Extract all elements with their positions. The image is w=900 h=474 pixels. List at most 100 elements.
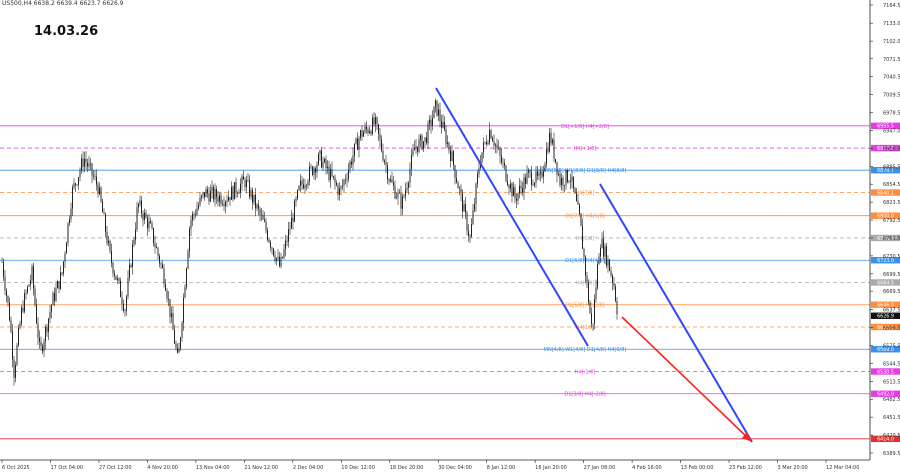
candle-body <box>238 192 240 194</box>
candle-body <box>490 130 492 139</box>
candle-body <box>376 117 378 125</box>
candle-body <box>543 171 544 177</box>
candle-body <box>112 262 114 274</box>
candle-body <box>54 293 55 301</box>
x-tick-label: 6 Oct 2025 <box>2 465 30 471</box>
candle-body <box>382 150 384 161</box>
candle-body <box>418 139 420 152</box>
candle-body <box>145 212 147 218</box>
y-tick-label: 6947.0 <box>883 129 900 135</box>
candle-body <box>285 240 286 250</box>
level-price-tag <box>871 301 900 308</box>
candle-body <box>486 142 487 145</box>
candle-body <box>199 197 201 206</box>
candle-body <box>265 221 267 231</box>
level-price-tag-text: 6917.0 <box>877 146 894 152</box>
candle-body <box>597 264 598 288</box>
candle-body <box>388 179 390 182</box>
candle-body <box>15 364 16 378</box>
candle-body <box>219 195 220 202</box>
candle-body <box>246 180 247 188</box>
level-label: H4[7/8] <box>576 191 595 197</box>
candle-body <box>547 149 549 152</box>
candle-body <box>118 278 120 281</box>
candle-body <box>552 139 553 144</box>
candle-body <box>93 175 94 177</box>
candle-body <box>307 181 309 186</box>
candle-body <box>192 213 193 221</box>
candle-body <box>4 276 6 291</box>
candle-body <box>370 131 372 134</box>
candle-body <box>601 238 603 248</box>
candle-body <box>333 175 334 178</box>
candle-body <box>567 169 568 182</box>
candle-body <box>508 185 510 189</box>
candle-body <box>435 100 436 107</box>
candle-body <box>153 227 154 244</box>
candle-body <box>541 171 543 177</box>
level-price-tag <box>871 279 900 286</box>
candle-body <box>180 337 181 349</box>
candle-body <box>174 329 175 344</box>
candle-body <box>322 161 324 168</box>
candle-body <box>12 331 13 360</box>
candle-body <box>247 180 249 181</box>
candle-body <box>162 264 163 269</box>
candle-body <box>277 256 279 259</box>
level-label: H4[1/8] <box>576 325 595 331</box>
candle-body <box>525 177 526 184</box>
candle-body <box>363 132 364 137</box>
candle-body <box>495 144 496 146</box>
candle-body <box>129 264 130 278</box>
candle-body <box>42 346 43 352</box>
candle-body <box>570 181 571 182</box>
candle-body <box>105 214 106 232</box>
level-price-tag <box>871 189 900 196</box>
x-tick-label: 27 Jan 08:00 <box>584 465 616 471</box>
candle-body <box>409 168 411 184</box>
candle-body <box>33 266 34 289</box>
x-tick-label: 2 Dec 04:00 <box>293 465 323 471</box>
candle-body <box>97 184 99 195</box>
projection-arrow <box>621 316 751 441</box>
candle-body <box>394 185 396 199</box>
candle-body <box>325 158 327 169</box>
level-label: H4[3/8] <box>576 280 595 286</box>
candle-body <box>346 178 348 181</box>
level-price-tag-text: 6492.0 <box>877 392 894 398</box>
candle-body <box>342 185 343 187</box>
candle-body <box>292 217 294 222</box>
level-price-tag-text: 6840.1 <box>877 190 894 196</box>
candle-body <box>136 207 138 230</box>
candle-body <box>171 313 172 317</box>
candle-body <box>208 193 210 202</box>
level-price-tag <box>871 122 900 130</box>
y-tick-label: 6699.5 <box>883 272 900 278</box>
candle-body <box>397 192 399 198</box>
y-tick-label: 6885.5 <box>883 164 900 170</box>
candle-body <box>87 162 88 167</box>
candle-body <box>316 164 318 173</box>
candle-body <box>67 222 69 243</box>
candle-body <box>561 177 562 186</box>
candle-body <box>433 106 435 119</box>
candle-body <box>562 177 564 186</box>
candle-body <box>450 150 451 161</box>
x-tick-label: 4 Nov 20:00 <box>147 465 178 471</box>
x-tick-label: 4 Feb 16:00 <box>632 465 662 471</box>
candle-body <box>324 158 325 162</box>
candle-body <box>423 141 424 150</box>
candle-body <box>336 182 337 186</box>
x-tick-label: 18 Dec 20:00 <box>390 465 424 471</box>
candle-body <box>573 176 574 189</box>
candle-body <box>24 293 25 312</box>
level-price-tag-text: 6530.5 <box>877 369 894 375</box>
level-label: MN[4/8] W1[4/8] D1[4/8] H4[0/8] <box>544 347 627 353</box>
candle-body <box>375 117 376 125</box>
candle-body <box>319 150 321 155</box>
x-tick-label: 13 Feb 00:00 <box>681 465 714 471</box>
candle-body <box>514 187 516 199</box>
candle-body <box>436 100 438 116</box>
level-price-tag-text: 6684.5 <box>877 280 894 286</box>
